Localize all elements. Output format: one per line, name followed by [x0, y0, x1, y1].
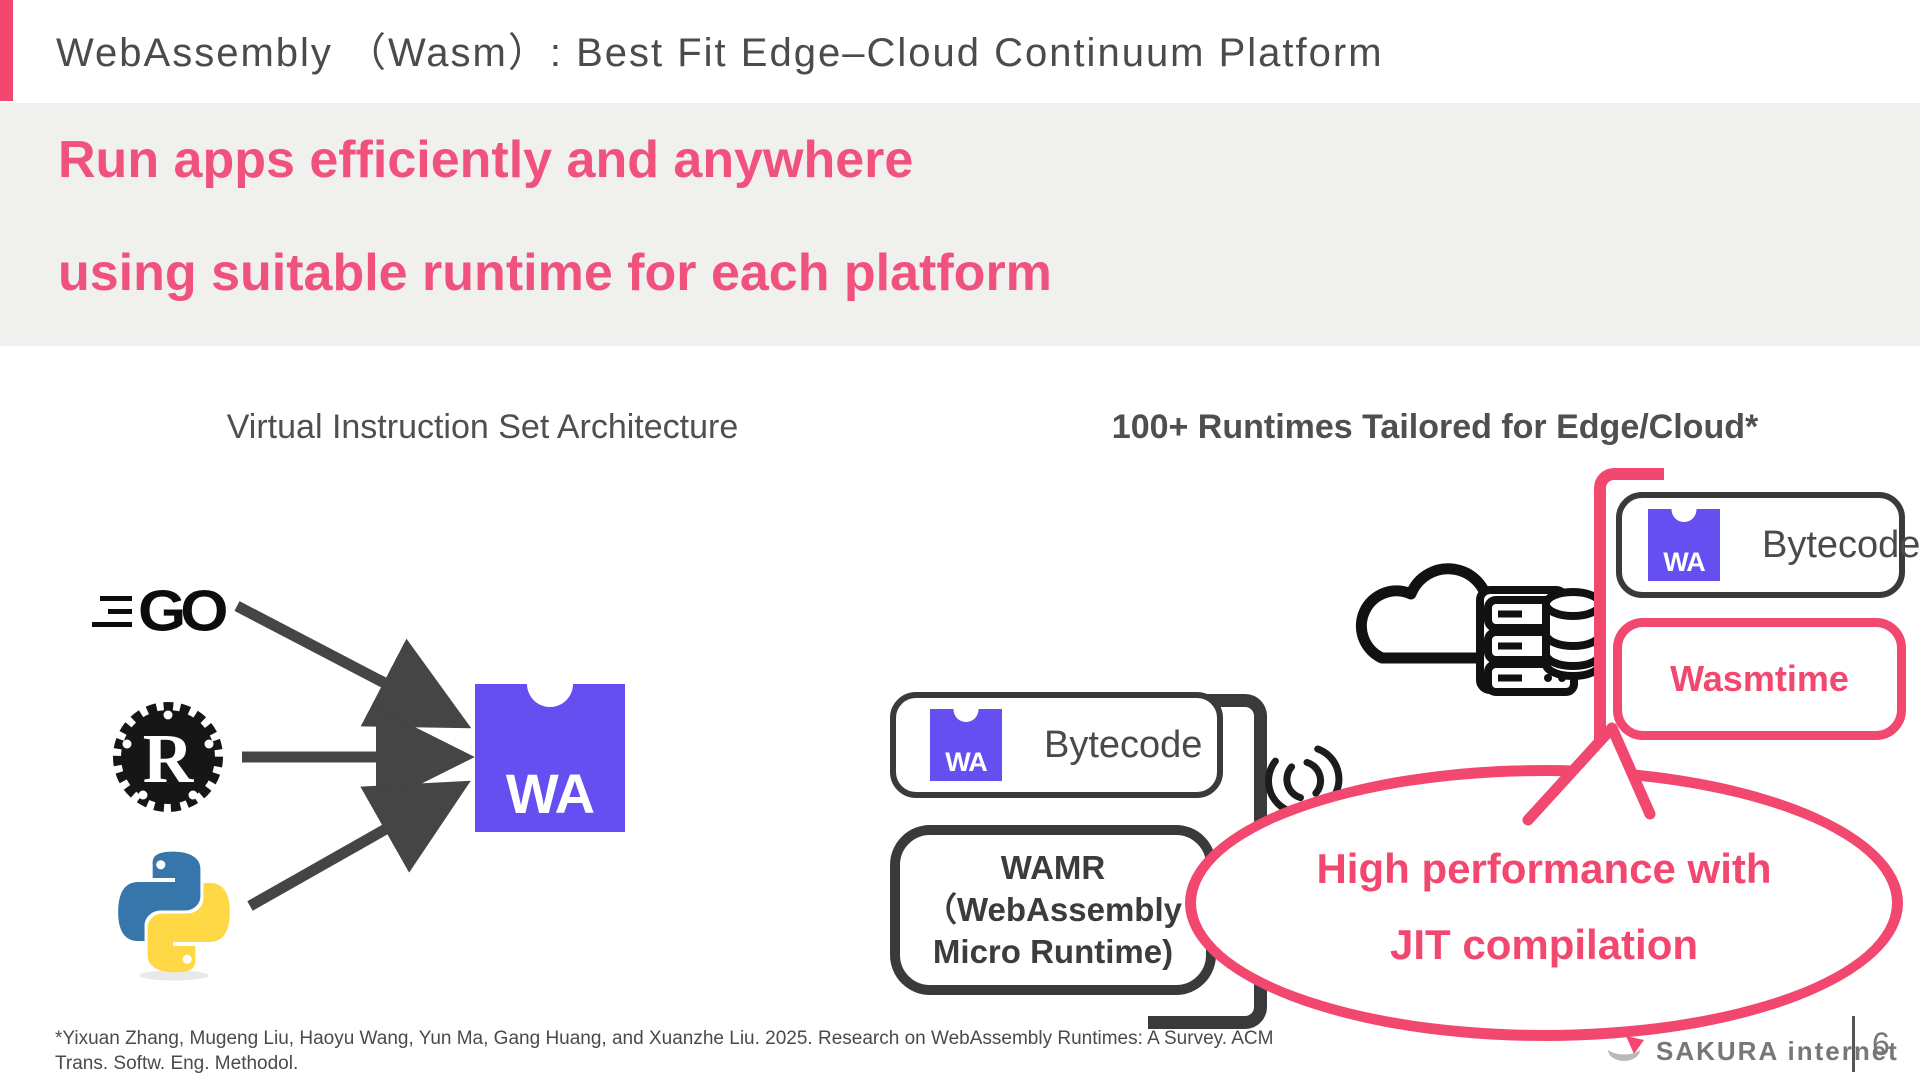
section-header-left: Virtual Instruction Set Architecture — [226, 408, 739, 446]
headline-line-1: Run apps efficiently and anywhere — [58, 131, 914, 189]
footnote: *Yixuan Zhang, Mugeng Liu, Haoyu Wang, Y… — [55, 1026, 1315, 1080]
compile-arrows-icon — [234, 601, 475, 911]
title-accent-bar — [0, 0, 13, 101]
footnote-line-1: *Yixuan Zhang, Mugeng Liu, Haoyu Wang, Y… — [55, 1028, 1274, 1074]
callout-line-1: High performance with — [1316, 845, 1772, 892]
page-title: WebAssembly （Wasm）: Best Fit Edge–Cloud … — [56, 31, 1384, 75]
wamr-line-3: Micro Runtime) — [932, 933, 1174, 970]
wasm-logo-text: WA — [505, 762, 595, 825]
wasm-logo-icon: WA — [1648, 509, 1720, 581]
edge-bytecode-box: WA Bytecode — [890, 692, 1223, 798]
wamr-runtime-box: WAMR （WebAssembly Micro Runtime) — [890, 825, 1216, 995]
go-logo-icon: GO — [92, 574, 252, 648]
bytecode-label: Bytecode — [1762, 523, 1920, 566]
footer-divider — [1852, 1016, 1855, 1072]
wasmtime-label: Wasmtime — [1670, 658, 1849, 699]
headline-band — [0, 103, 1920, 346]
wasm-logo-text: WA — [1663, 547, 1705, 577]
rust-logo-icon: R — [113, 702, 223, 812]
go-logo-text: GO — [138, 579, 228, 643]
footer-logo: SAKURA internet — [1604, 1014, 1897, 1074]
footnote-line-2: Just Accepted (January 2025). https://do… — [55, 1076, 1315, 1080]
wamr-line-1: WAMR — [1000, 849, 1106, 886]
wasm-logo-icon: WA — [930, 709, 1002, 781]
footer-logo-text: SAKURA internet — [1656, 1036, 1899, 1066]
python-logo-icon — [118, 851, 230, 981]
wasm-logo-icon: WA — [475, 684, 625, 832]
wasm-logo-notch — [953, 709, 979, 722]
cloud-bytecode-box: WA Bytecode — [1616, 492, 1920, 598]
bytecode-label: Bytecode — [1044, 723, 1203, 766]
section-header-right: 100+ Runtimes Tailored for Edge/Cloud* — [1111, 408, 1759, 446]
wasm-logo-notch — [1671, 509, 1697, 522]
wasm-logo-text: WA — [945, 747, 987, 777]
callout-line-2: JIT compilation — [1389, 921, 1699, 968]
headline-line-2: using suitable runtime for each platform — [58, 244, 1052, 302]
wasm-logo-notch — [527, 684, 573, 707]
page-number: 6 — [1872, 1026, 1890, 1062]
cloud-infra-icon — [1355, 563, 1604, 696]
go-speed-lines-icon — [92, 595, 132, 627]
database-icon — [1542, 588, 1604, 680]
wamr-line-2: （WebAssembly — [924, 891, 1182, 928]
rust-logo-text: R — [143, 721, 195, 798]
callout-text: High performance with JIT compilation — [1185, 792, 1903, 1022]
wasmtime-runtime-box: Wasmtime — [1613, 618, 1906, 740]
sakura-logo-icon — [1608, 1036, 1644, 1061]
